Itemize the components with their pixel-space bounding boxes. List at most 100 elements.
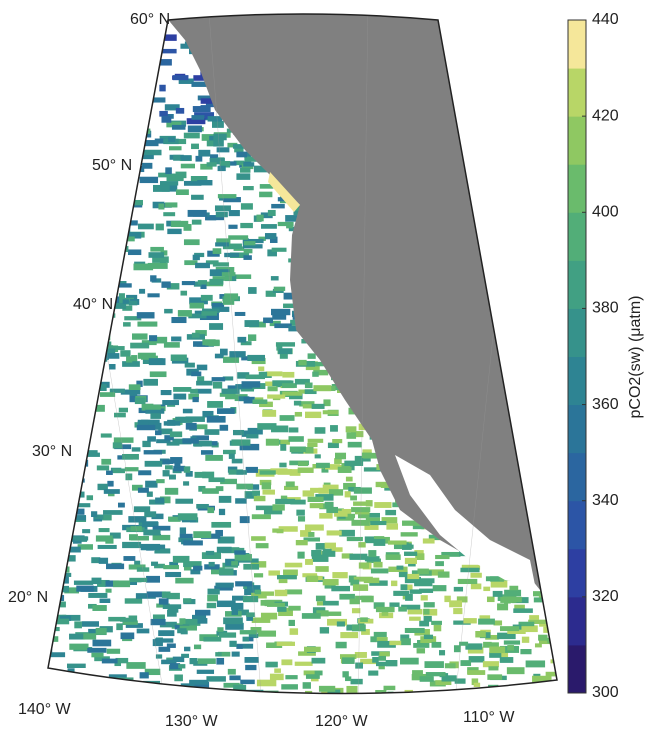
ocean-cell [231,608,238,615]
ocean-cell [133,97,145,104]
ocean-cell [327,442,339,449]
ocean-cell [482,661,499,668]
ocean-cell [78,416,85,422]
ocean-cell [404,551,418,556]
colorbar-tick-label: 420 [592,107,619,124]
ocean-cell [479,615,491,622]
ocean-cell [510,596,522,603]
ocean-cell [303,537,321,542]
ocean-cell [324,501,334,509]
ocean-cell [355,662,363,669]
ocean-cell [290,499,306,505]
ocean-cell [345,676,352,682]
ocean-cell [91,189,105,196]
ocean-cell [184,260,198,266]
ocean-cell [542,587,557,595]
ocean-cell [228,224,238,229]
ocean-cell [339,654,357,659]
ocean-cell [48,507,51,512]
ocean-cell [89,699,103,703]
ocean-cell [520,38,535,44]
ocean-cell [475,227,491,234]
ocean-cell [537,135,553,142]
ocean-cell [228,453,235,459]
ocean-cell [148,358,166,366]
ocean-cell [87,225,100,231]
ocean-cell [193,531,212,539]
ocean-cell [192,106,211,113]
ocean-cell [491,129,505,134]
ocean-cell [409,616,421,621]
ocean-cell [63,136,79,142]
ocean-cell [538,449,546,455]
ocean-cell [169,474,176,480]
ocean-cell [115,657,129,664]
ocean-cell [311,403,325,409]
ocean-cell [139,288,146,294]
lat-label: 60° N [130,11,170,28]
ocean-cell [171,336,182,342]
ocean-cell [348,575,357,583]
ocean-cell [552,592,557,600]
ocean-cell [117,238,125,244]
ocean-cell [462,700,473,705]
ocean-cell [164,465,173,470]
ocean-cell [512,364,521,371]
ocean-cell [391,580,398,587]
ocean-cell [130,694,148,699]
ocean-cell [337,466,352,473]
ocean-cell [381,517,398,524]
ocean-cell [530,392,540,398]
ocean-cell [143,378,158,386]
ocean-cell [110,95,118,101]
ocean-cell [226,128,233,133]
ocean-cell [179,625,197,631]
ocean-cell [199,313,219,321]
ocean-cell [172,555,190,563]
ocean-cell [223,197,241,203]
ocean-cell [157,59,172,66]
ocean-cell [182,438,199,444]
ocean-cell [53,68,72,74]
ocean-cell [259,184,274,189]
ocean-cell [404,627,425,633]
ocean-cell [167,609,177,617]
ocean-cell [256,591,274,596]
ocean-cell [125,623,143,628]
ocean-cell [81,403,88,410]
ocean-cell [293,695,311,701]
ocean-cell [504,356,520,363]
ocean-cell [63,400,82,406]
ocean-cell [197,95,214,101]
ocean-cell [166,174,184,182]
ocean-cell [116,202,125,209]
ocean-cell [113,437,134,443]
ocean-cell [179,527,187,534]
ocean-cell [193,565,203,571]
ocean-cell [52,31,59,38]
ocean-cell [275,342,296,347]
ocean-cell [151,561,159,566]
ocean-cell [551,104,557,111]
ocean-cell [419,695,432,700]
ocean-cell [522,330,530,338]
colorbar-band [568,500,586,550]
ocean-cell [48,542,64,548]
ocean-cell [70,346,77,353]
ocean-cell [550,246,557,251]
ocean-cell [541,568,549,576]
ocean-cell [322,484,339,491]
ocean-cell [313,369,329,376]
ocean-cell [165,167,172,175]
ocean-cell [542,690,557,694]
ocean-cell [415,578,435,584]
ocean-cell [48,229,49,235]
ocean-cell [231,561,239,566]
ocean-cell [52,413,67,421]
ocean-cell [99,392,116,397]
ocean-cell [216,657,225,665]
coast-fill [268,172,300,212]
ocean-cell [94,318,105,326]
ocean-cell [516,447,531,455]
ocean-cell [122,54,133,59]
